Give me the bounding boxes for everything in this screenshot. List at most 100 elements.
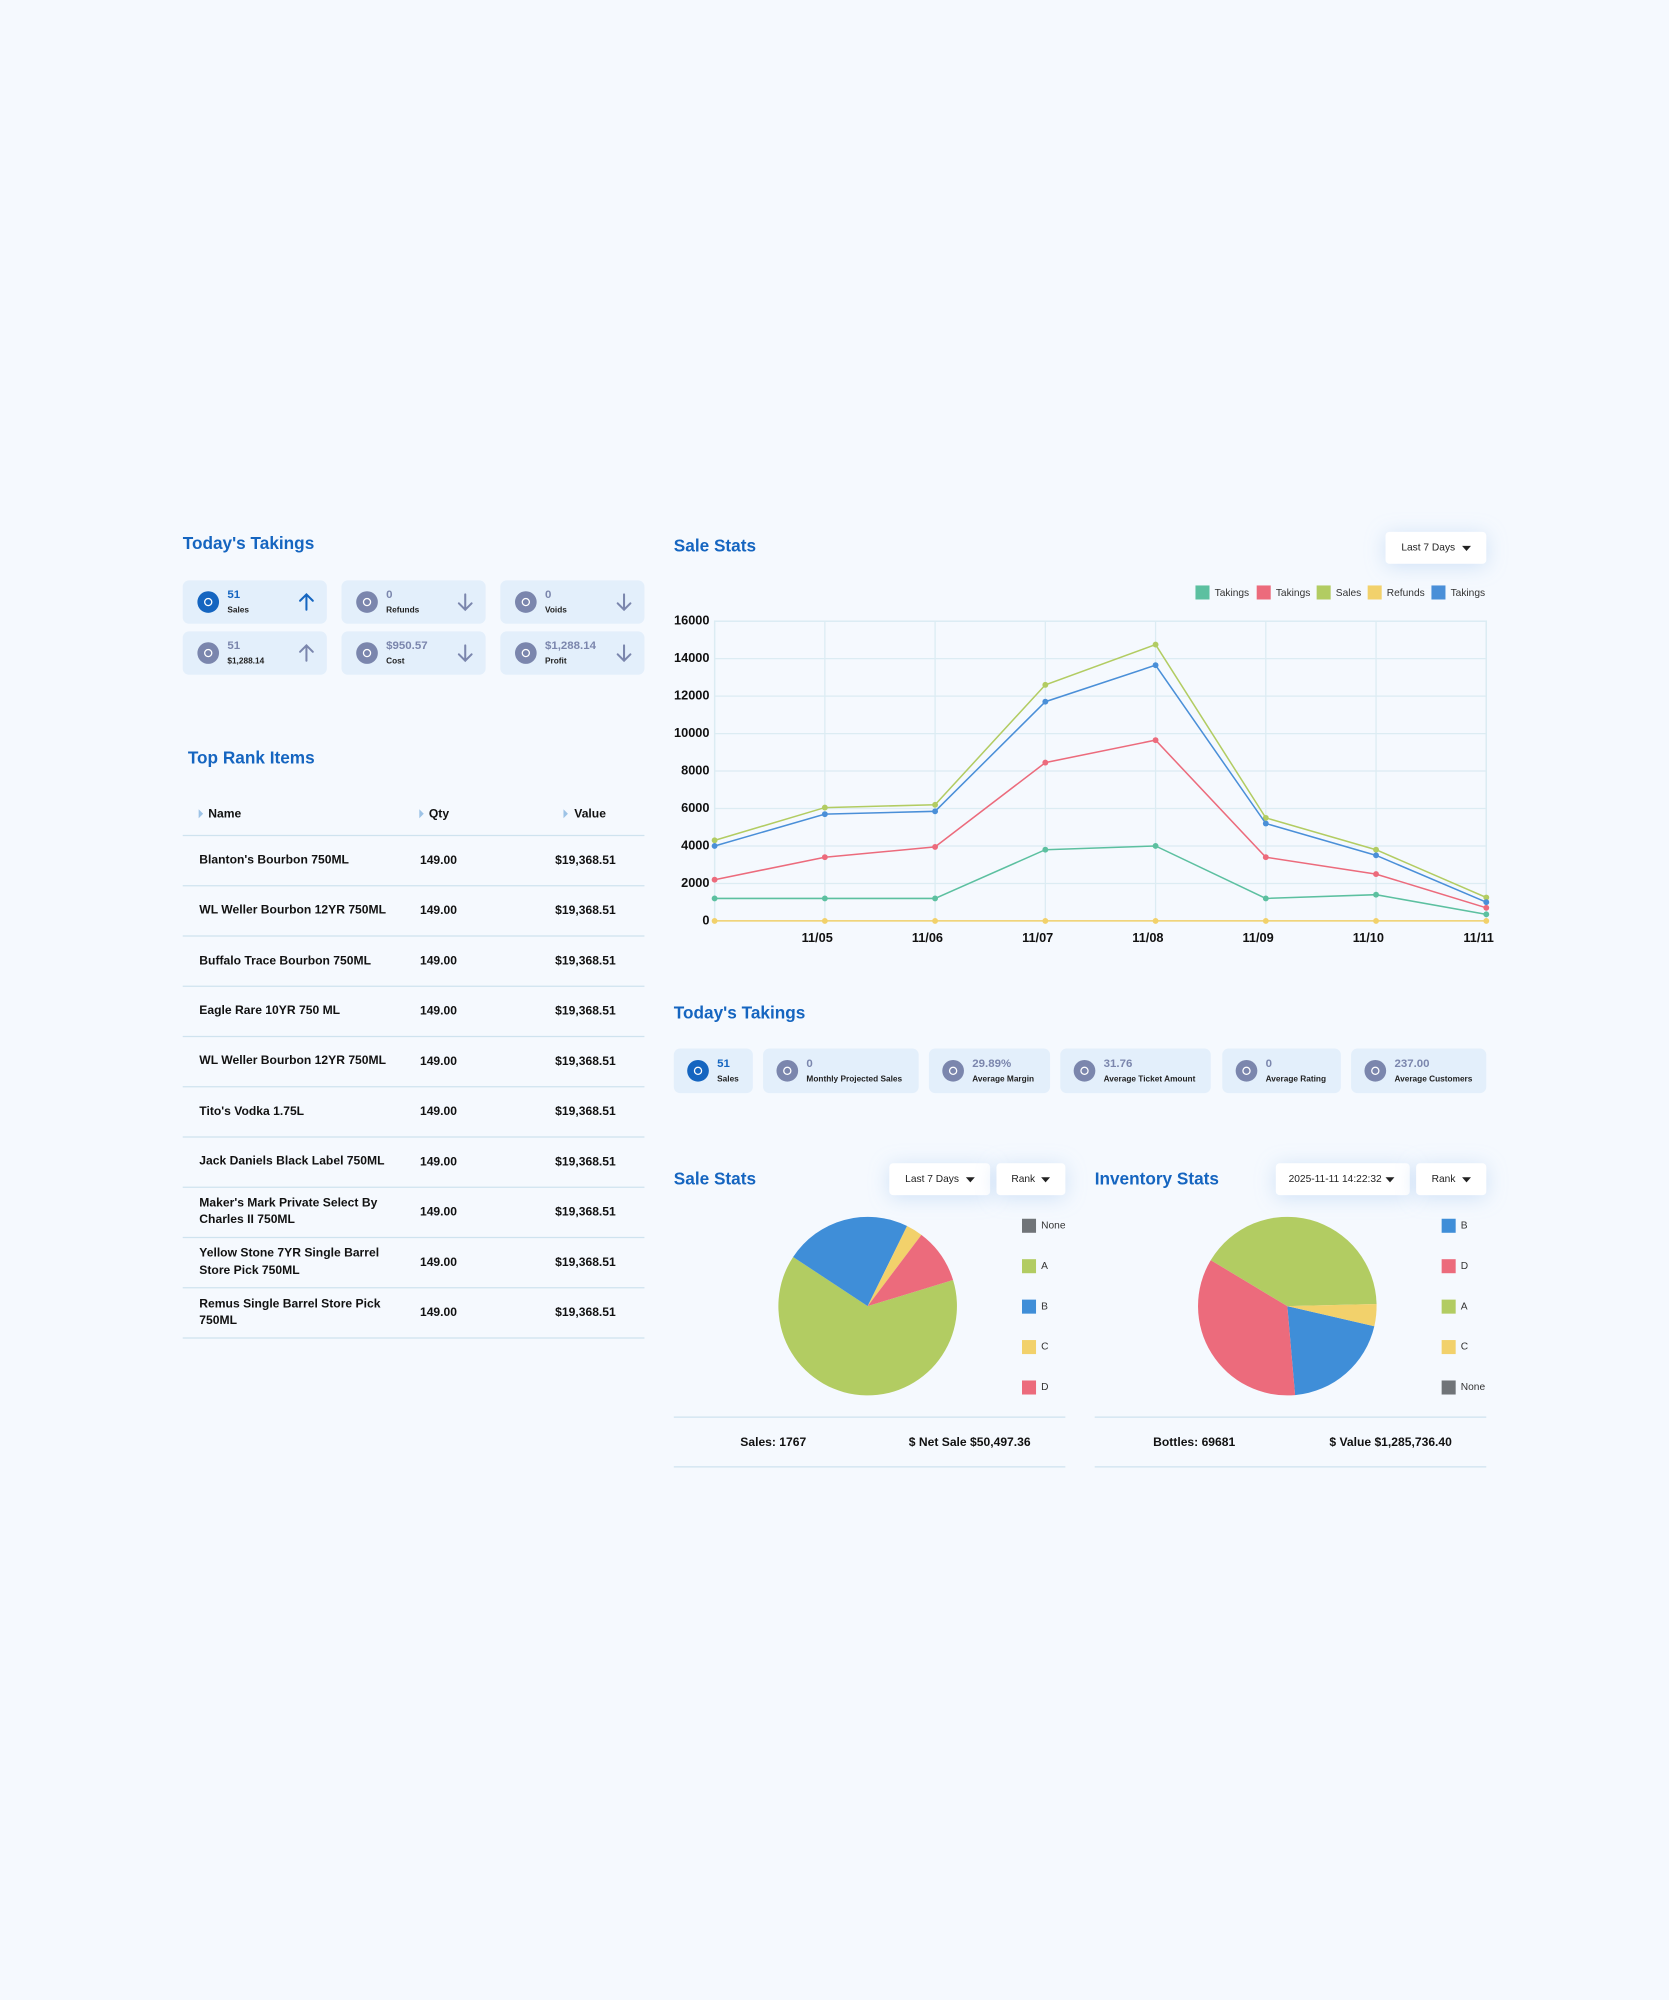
dropdown[interactable]: Last 7 Days [889,1163,991,1196]
legend-swatch [1022,1259,1037,1274]
legend-label: C [1461,1342,1468,1353]
name-cell: Remus Single Barrel Store Pick 750ML [199,1297,380,1328]
data-point [1483,917,1490,924]
data-point [1373,852,1379,859]
stat-card[interactable] [500,580,645,624]
data-point [1042,698,1049,705]
stat-label: $1,288.14 [227,656,264,666]
legend-swatch [1022,1218,1037,1233]
value-cell: $19,368.51 [555,1004,616,1018]
data-point [1152,917,1159,924]
data-point [1373,917,1379,924]
item-name: Yellow Stone 7YR Single Barrel Store Pic… [199,1246,380,1278]
x-tick-label: 11/11 [1463,930,1494,945]
name-cell: Yellow Stone 7YR Single Barrel Store Pic… [199,1246,380,1278]
value-cell: $19,368.51 [555,1305,616,1319]
dropdown[interactable]: Rank [1416,1163,1487,1196]
value-cell: $19,368.51 [555,903,616,917]
stat-card[interactable] [341,631,486,675]
legend-label: Refunds [1387,588,1425,599]
pie-slice [793,1216,908,1307]
data-point [711,843,718,849]
qty-cell: 149.00 [420,953,457,967]
dropdown-box[interactable] [1416,1163,1487,1196]
summary-card[interactable] [673,1048,753,1094]
stat-icon [356,642,378,664]
data-point [932,895,939,902]
y-tick-label: 12000 [674,687,709,702]
data-point [932,917,939,924]
summary-card[interactable] [928,1048,1051,1094]
legend-label: Takings [1276,588,1311,599]
dropdown-label: Last 7 Days [1401,543,1455,554]
name-cell: Eagle Rare 10YR 750 ML [199,1004,340,1018]
x-tick-label: 11/05 [802,930,833,945]
dropdown-label: 2025-11-11 14:22:32 [1289,1174,1382,1185]
legend-label: B [1041,1301,1048,1312]
pie-slice [1287,1303,1377,1327]
summary-card[interactable] [763,1048,919,1094]
legend-swatch [1441,1259,1456,1274]
column-header: Name [208,807,241,821]
stat-icon-glyph [783,1066,792,1076]
y-tick-label: 8000 [681,762,709,777]
legend-swatch [1022,1340,1037,1355]
pie-slice [867,1234,954,1307]
dropdown-box[interactable] [996,1163,1066,1196]
dropdown-label: Rank [1432,1174,1457,1185]
data-point [1042,681,1049,688]
qty-cell: 149.00 [420,1154,457,1168]
pie-slice [1287,1306,1375,1396]
dropdown[interactable]: Rank [996,1163,1066,1196]
qty-cell: 149.00 [420,1205,457,1219]
stat-icon-glyph [362,597,372,607]
qty-cell: 149.00 [420,903,457,917]
dropdown-box[interactable] [889,1163,991,1196]
stat-icon-glyph [1242,1066,1251,1076]
name-cell: WL Weller Bourbon 12YR 750ML [199,1054,386,1068]
legend-label: None [1461,1382,1486,1393]
footer-stat: Bottles: 69681 [1153,1435,1235,1449]
stat-label: Voids [545,605,567,615]
x-tick-label: 11/10 [1353,930,1384,945]
pie-slice [1198,1260,1296,1396]
dropdown-box[interactable] [1385,531,1487,564]
y-tick-label: 10000 [674,725,709,740]
name-cell: Buffalo Trace Bourbon 750ML [199,954,371,968]
summary-label: Average Margin [972,1073,1034,1083]
stat-value: $1,288.14 [545,640,597,652]
stat-value: $950.57 [386,640,427,652]
stat-card[interactable] [182,580,327,624]
stat-card[interactable] [182,631,327,675]
summary-card[interactable] [1060,1048,1211,1094]
value-cell: $19,368.51 [555,953,616,967]
stat-card[interactable] [341,580,486,624]
series-line [714,664,1487,903]
stat-icon-glyph [693,1066,703,1076]
trend-arrow [457,593,473,612]
dropdown-caret [1385,1177,1395,1183]
legend-label: Sales [1336,588,1361,599]
dropdown-caret [1041,1177,1051,1183]
y-tick-label: 4000 [681,837,709,852]
dropdown[interactable]: Last 7 Days [1385,531,1487,564]
stat-icon [942,1059,964,1082]
x-tick-label: 11/06 [912,930,943,945]
stat-icon-glyph [521,597,531,607]
item-name: Maker's Mark Private Select By Charles I… [199,1196,378,1228]
series-line [714,739,1487,909]
legend-swatch [1256,585,1271,600]
data-point [1483,904,1490,911]
stat-icon [197,591,220,613]
data-point [1042,759,1049,766]
stat-card[interactable] [500,631,645,675]
summary-card[interactable] [1351,1048,1487,1094]
stat-icon [197,642,220,664]
value-cell: $19,368.51 [555,1205,616,1219]
summary-card[interactable] [1222,1048,1341,1094]
dropdown-box[interactable] [1275,1163,1410,1196]
dropdown[interactable]: 2025-11-11 14:22:32 [1275,1163,1410,1196]
value-cell: $19,368.51 [555,1054,616,1068]
stat-icon-glyph [204,597,213,607]
summary-value: 237.00 [1394,1058,1429,1070]
